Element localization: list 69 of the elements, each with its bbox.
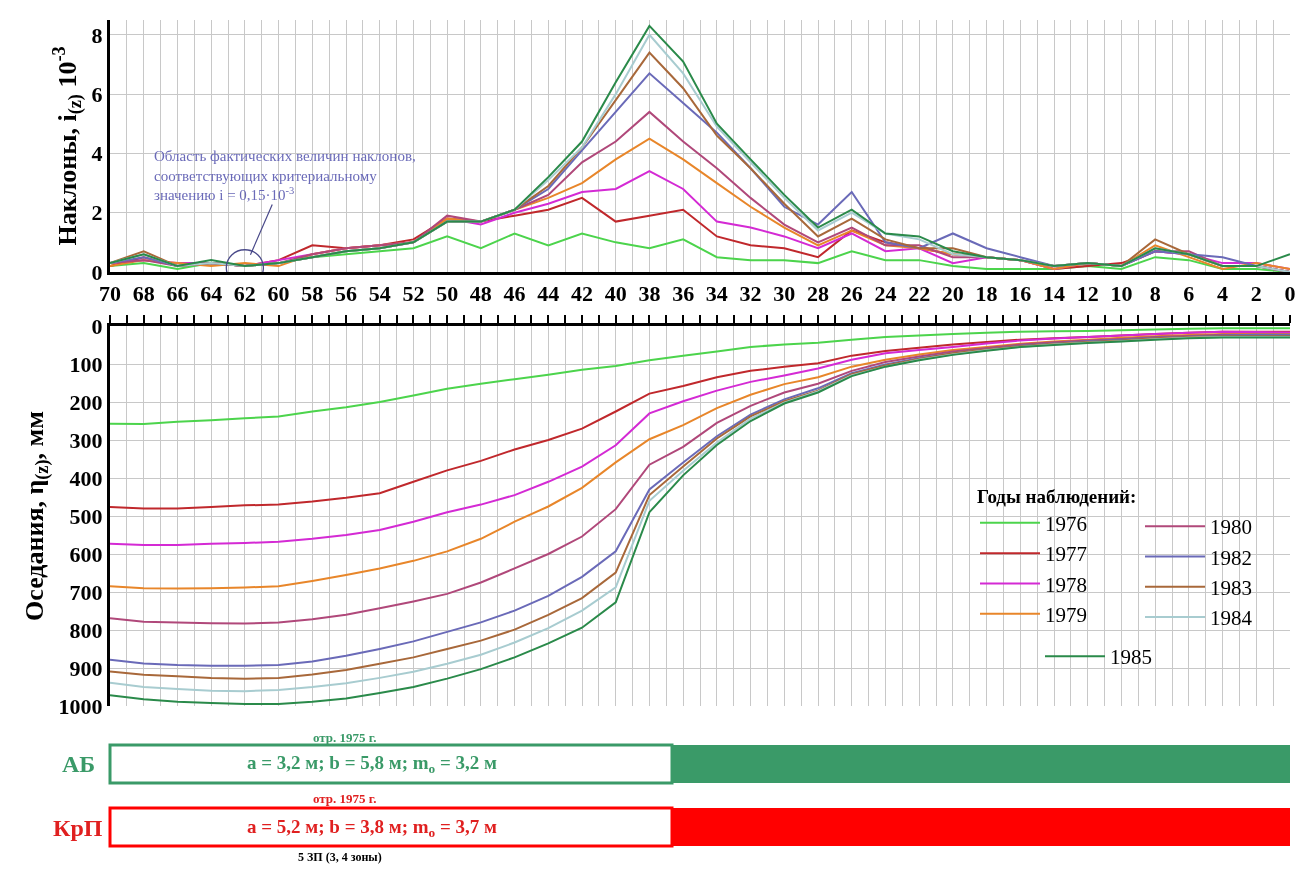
x-tick-label: 36: [672, 281, 695, 307]
x-tick-label: 60: [267, 281, 290, 307]
x-tick-label: 26: [840, 281, 863, 307]
y-tick-label: 500: [69, 503, 103, 529]
legend-label: 1977: [1045, 542, 1087, 567]
x-tick-label: 4: [1217, 281, 1229, 307]
legend-label: 1978: [1045, 572, 1087, 597]
x-tick-label: 22: [908, 281, 931, 307]
text: отр. 1975 г.: [313, 791, 377, 806]
x-tick-label: 14: [1043, 281, 1065, 307]
x-tick-label: 24: [874, 281, 897, 307]
y-tick-label: 200: [69, 389, 103, 415]
legend-title: Годы наблюдений:: [977, 485, 1137, 507]
text: АБ: [62, 751, 96, 777]
x-tick-label: 2: [1250, 281, 1262, 307]
text: 5 ЗП (3, 4 зоны): [298, 850, 382, 864]
legend-label: 1976: [1045, 512, 1087, 537]
y-tick-label: 6: [91, 81, 103, 107]
x-tick-label: 16: [1009, 281, 1032, 307]
x-tick-label: 56: [335, 281, 357, 307]
x-tick-label: 30: [773, 281, 796, 307]
legend-label: 1979: [1045, 602, 1087, 627]
y-tick-label: 600: [69, 541, 103, 567]
x-tick-label: 46: [503, 281, 526, 307]
y-tick-label: 8: [91, 22, 103, 48]
x-tick-label: 54: [368, 281, 391, 307]
x-tick-label: 52: [402, 281, 425, 307]
legend-label: 1982: [1210, 545, 1252, 570]
x-tick-label: 10: [1110, 281, 1133, 307]
y-tick-label: 400: [69, 465, 103, 491]
x-tick-label: 34: [705, 281, 728, 307]
legend-label: 1983: [1210, 575, 1252, 600]
x-tick-label: 64: [200, 281, 223, 307]
y-tick-label: 800: [69, 617, 103, 643]
text: a = 5,2 м; b = 3,8 м; m$_{o}$ = 3,7 м: [247, 816, 498, 840]
y-tick-label: 0: [91, 313, 103, 339]
y-tick-label: 2: [91, 200, 103, 226]
x-tick-label: 66: [166, 281, 189, 307]
x-tick-label: 48: [469, 281, 492, 307]
text: a = 3,2 м; b = 5,8 м; m$_{o}$ = 3,2 м: [247, 752, 498, 776]
legend-label: 1984: [1210, 606, 1253, 631]
y-tick-label: 900: [69, 655, 103, 681]
legend-label: 1985: [1110, 645, 1152, 670]
y-tick-label: 100: [69, 351, 103, 377]
x-tick-label: 40: [604, 281, 627, 307]
text: КрП: [53, 815, 103, 841]
y-tick-label: 700: [69, 579, 103, 605]
legend-label: 1980: [1210, 515, 1252, 540]
x-tick-label: 42: [571, 281, 593, 307]
line-series: [110, 327, 1290, 426]
y-tick-label: 300: [69, 427, 103, 453]
x-tick-label: 44: [537, 281, 560, 307]
x-tick-label: 12: [1076, 281, 1099, 307]
y-tick-label: 1000: [58, 693, 103, 719]
annotation: Область фактических величин наклонов, соответствующих критериальному значению i = 0,15·10$^{-3}$: [154, 148, 416, 203]
x-tick-label: 6: [1183, 281, 1195, 307]
x-tick-label: 32: [739, 281, 762, 307]
x-tick-label: 0: [1284, 281, 1296, 307]
x-tick-label: 8: [1149, 281, 1161, 307]
x-tick-label: 58: [301, 281, 324, 307]
x-tick-label: 68: [132, 281, 155, 307]
x-tick-label: 20: [941, 281, 964, 307]
x-tick-label: 62: [233, 281, 256, 307]
line-series: [110, 330, 1290, 546]
x-tick-label: 28: [807, 281, 829, 307]
x-tick-label: 38: [638, 281, 661, 307]
x-tick-label: 18: [975, 281, 998, 307]
x-tick-label: 50: [436, 281, 459, 307]
y-tick-label: 4: [91, 141, 103, 167]
